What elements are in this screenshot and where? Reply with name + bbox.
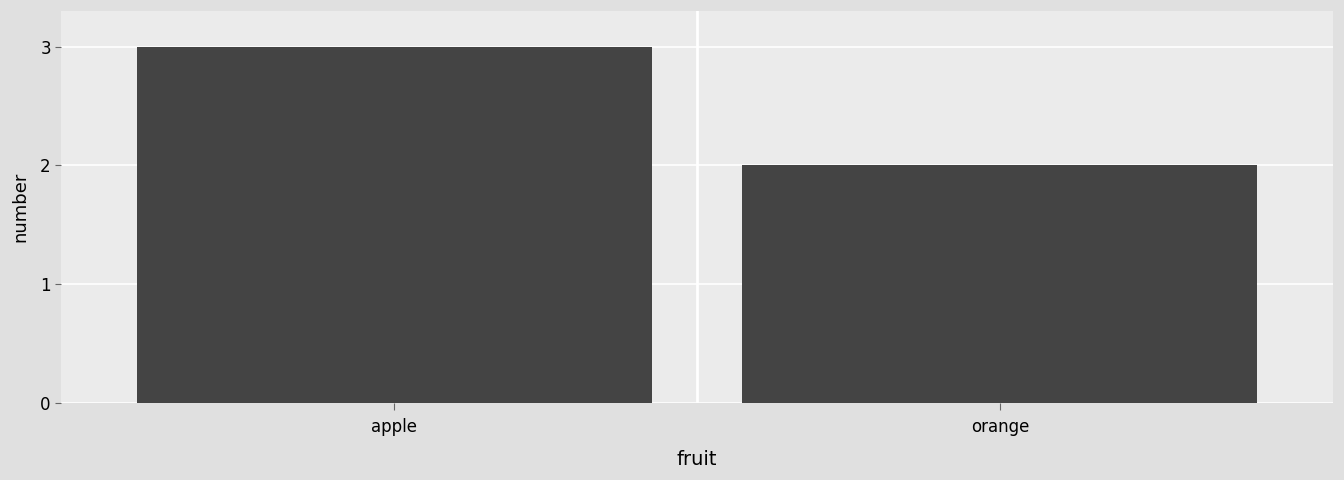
Y-axis label: number: number: [11, 172, 30, 242]
Bar: [137, 47, 652, 403]
X-axis label: fruit: fruit: [677, 450, 718, 469]
Bar: [742, 166, 1257, 403]
